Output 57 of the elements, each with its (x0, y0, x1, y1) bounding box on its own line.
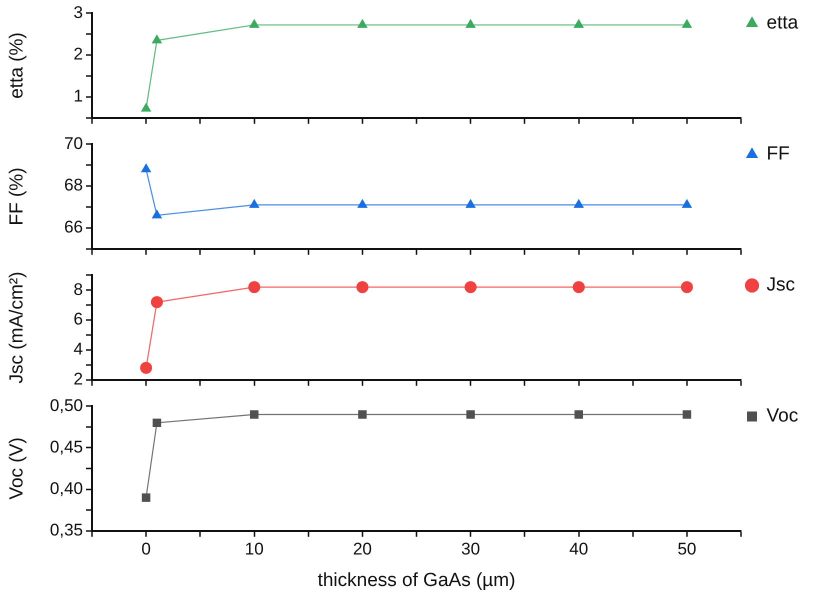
point (140, 362, 152, 374)
y-tick-label: 0,40 (50, 478, 83, 498)
point (682, 198, 692, 208)
point (682, 18, 692, 28)
point (465, 198, 476, 208)
point (248, 281, 260, 294)
x-tick-label: 30 (461, 540, 480, 559)
y-tick-label: 0,35 (50, 520, 83, 540)
y-axis-title: etta (%) (6, 32, 28, 99)
point (574, 410, 583, 419)
y-axis-title: Voc (V) (6, 437, 28, 500)
legend-label: FF (766, 144, 790, 165)
y-tick-label: 6 (74, 310, 83, 329)
point (357, 198, 368, 208)
point (142, 493, 150, 502)
point (465, 18, 476, 28)
point (574, 198, 584, 208)
x-tick-label: 50 (677, 540, 696, 559)
point (464, 281, 477, 294)
point (356, 281, 368, 294)
point (140, 163, 152, 172)
x-tick-label: 40 (569, 540, 588, 559)
point (152, 209, 162, 218)
y-tick-label: 4 (74, 340, 83, 359)
legend-label: Jsc (766, 274, 795, 296)
point (152, 34, 162, 44)
y-tick-label: 70 (64, 134, 83, 153)
x-tick-label: 20 (352, 540, 372, 559)
x-axis-title: thickness of GaAs (µm) (318, 570, 516, 591)
point (680, 281, 693, 294)
y-tick-label: 2 (74, 369, 83, 388)
point (358, 410, 367, 419)
x-tick-label: 10 (244, 540, 264, 559)
point (250, 410, 258, 419)
point (249, 198, 260, 208)
y-tick-label: 2 (74, 44, 83, 64)
y-axis-title: FF (%) (6, 167, 28, 226)
y-tick-label: 0,45 (50, 437, 83, 456)
x-tick-label: 0 (141, 540, 151, 559)
point (249, 18, 260, 28)
y-tick-label: 1 (74, 86, 83, 106)
y-tick-label: 8 (74, 280, 83, 299)
point (466, 410, 475, 419)
point (140, 102, 152, 112)
legend-label: etta (766, 12, 799, 34)
point (150, 296, 163, 308)
y-tick-label: 68 (64, 176, 83, 195)
point (152, 418, 162, 428)
y-axis-title: Jsc (mA/cm²) (6, 272, 28, 384)
y-tick-label: 0,50 (50, 396, 83, 415)
point (357, 18, 368, 28)
point (574, 18, 584, 28)
point (682, 410, 692, 419)
y-tick-label: 66 (64, 218, 83, 237)
legend-label: Voc (766, 406, 798, 427)
point (572, 281, 585, 294)
y-tick-label: 3 (74, 2, 83, 22)
